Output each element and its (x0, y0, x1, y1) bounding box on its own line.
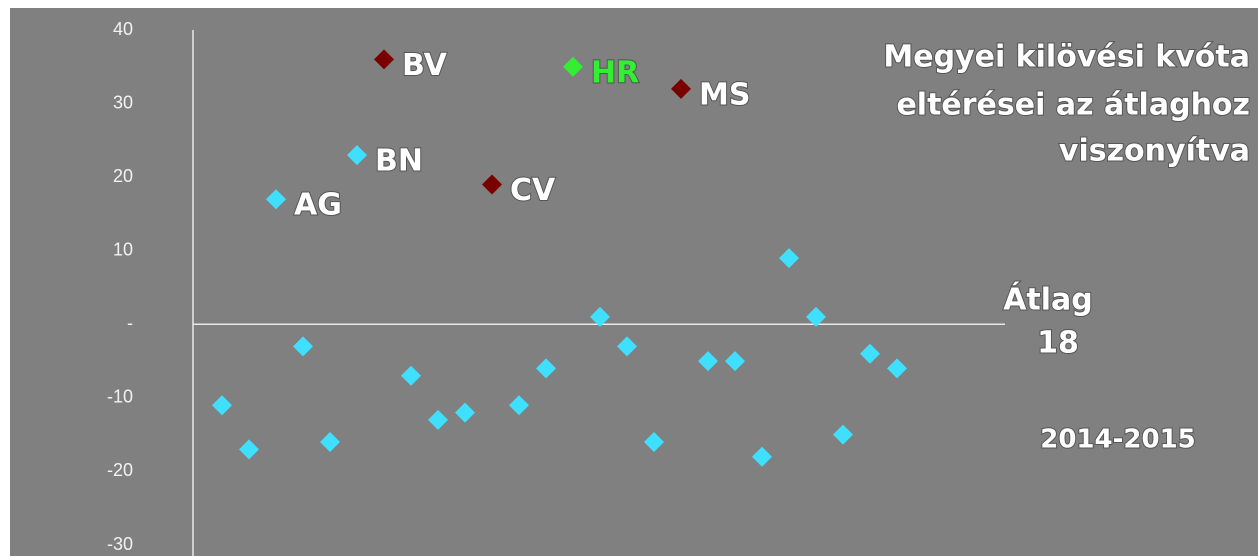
point (806, 306, 826, 327)
point-label: HR (591, 55, 639, 90)
y-tick-label: 10 (113, 239, 133, 259)
y-tick-label: 30 (113, 92, 133, 112)
point (887, 358, 907, 379)
background (10, 8, 1258, 556)
annotation: 2014-2015 (1040, 425, 1196, 455)
point-label: AG (294, 188, 342, 223)
point (833, 424, 853, 445)
point (644, 432, 664, 452)
point (536, 358, 556, 379)
y-tick-label: -20 (107, 460, 133, 480)
y-tick-label: -30 (107, 534, 133, 554)
point (293, 336, 313, 357)
title-line: Megyei kilövési kvóta (883, 40, 1250, 75)
point (347, 145, 367, 166)
title-line: viszonyítva (1059, 134, 1250, 169)
y-tick-label: 20 (113, 166, 133, 186)
point-label: MS (699, 77, 750, 112)
point (266, 189, 286, 210)
point (509, 395, 529, 416)
y-tick-label: 40 (113, 19, 133, 39)
point (698, 351, 718, 372)
point (725, 351, 745, 372)
point (671, 78, 691, 99)
point (860, 343, 880, 364)
point (563, 56, 583, 77)
annotation: 18 (1037, 326, 1079, 361)
point-label: CV (510, 173, 556, 208)
point (617, 336, 637, 357)
annotation: Átlag (1003, 282, 1093, 318)
point (212, 395, 232, 416)
y-tick-label: - (127, 313, 133, 333)
point (455, 402, 475, 423)
point (482, 174, 502, 195)
point (320, 432, 340, 452)
point (374, 49, 394, 70)
point (401, 365, 421, 386)
point (428, 409, 448, 430)
point (779, 248, 799, 269)
y-tick-label: -10 (107, 387, 133, 407)
point-label: BN (375, 144, 423, 179)
title-line: eltérései az átlaghoz (896, 88, 1250, 123)
point (239, 439, 259, 460)
point-label: BV (402, 48, 448, 83)
point (590, 306, 610, 327)
point (752, 446, 772, 467)
